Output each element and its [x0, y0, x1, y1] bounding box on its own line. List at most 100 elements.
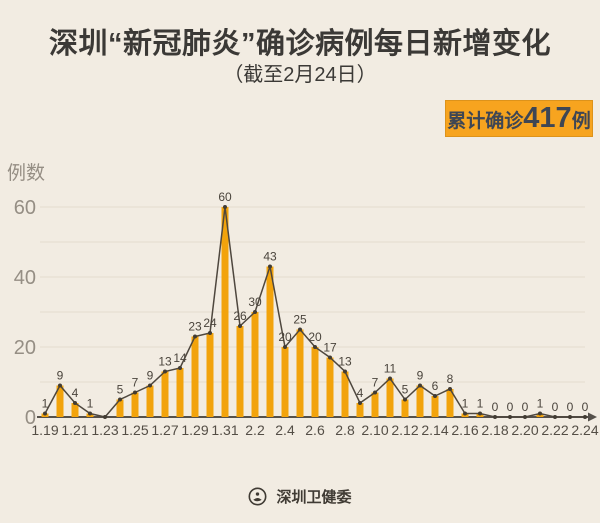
value-label: 0: [552, 400, 559, 414]
value-label: 6: [432, 379, 439, 393]
data-point-2.19: [508, 415, 512, 419]
bar-2.10: [371, 392, 379, 417]
x-tick-label: 2.6: [305, 422, 325, 438]
value-label: 0: [582, 400, 589, 414]
data-point-1.24: [118, 397, 122, 402]
y-tick-label: 0: [25, 407, 36, 429]
data-point-1.20: [58, 383, 62, 388]
bar-1.21: [71, 403, 79, 417]
y-tick-label: 60: [14, 197, 36, 219]
value-label: 0: [507, 400, 514, 414]
data-point-2.9: [358, 401, 362, 405]
bar-2.4: [281, 347, 289, 417]
data-point-1.22: [88, 411, 92, 416]
data-point-2.17: [478, 411, 482, 416]
data-point-1.23: [103, 415, 107, 419]
bar-2.1: [236, 326, 244, 417]
x-tick-label: 2.24: [571, 422, 598, 438]
y-tick-label: 40: [14, 267, 36, 289]
value-label: 13: [338, 355, 352, 369]
value-label: 9: [417, 369, 424, 383]
value-label: 30: [248, 295, 262, 309]
page-title: 深圳“新冠肺炎”确诊病例每日新增变化: [48, 28, 551, 60]
y-tick-label: 20: [14, 337, 36, 359]
data-point-2.6: [313, 345, 317, 349]
bar-1.26: [146, 385, 154, 417]
data-point-1.19: [43, 411, 47, 416]
bar-2.6: [311, 347, 319, 417]
health-commission-seal-icon: [249, 487, 267, 506]
badge-suffix-label: 例: [571, 111, 591, 132]
x-tick-label: 1.29: [181, 422, 208, 438]
value-label: 0: [522, 400, 529, 414]
value-label: 7: [132, 376, 139, 390]
badge-total-value: 417: [523, 102, 572, 134]
bar-2.5: [296, 329, 304, 417]
value-label: 11: [384, 362, 397, 376]
x-tick-label: 2.10: [361, 422, 388, 438]
footer-org-name: 深圳卫健委: [276, 489, 352, 506]
value-label: 0: [492, 400, 499, 414]
data-point-2.15: [448, 387, 452, 391]
x-tick-label: 2.8: [335, 422, 355, 438]
value-label: 4: [72, 386, 79, 400]
bar-2.3: [266, 266, 274, 417]
bar-2.13: [416, 385, 424, 417]
data-point-2.18: [493, 415, 497, 419]
value-label: 9: [147, 369, 154, 383]
x-tick-label: 2.4: [275, 422, 295, 438]
bar-1.24: [116, 399, 124, 417]
value-label: 0: [567, 400, 574, 414]
y-axis-title: 例数: [7, 163, 46, 184]
x-tick-label: 2.14: [421, 422, 448, 438]
bar-2.9: [356, 403, 364, 417]
value-label: 14: [173, 351, 187, 365]
data-point-2.12: [403, 397, 407, 402]
data-point-2.1: [238, 324, 242, 328]
x-tick-label: 1.19: [31, 422, 58, 438]
value-label: 1: [477, 397, 484, 411]
data-point-2.2: [253, 310, 257, 314]
x-axis-arrow: [588, 412, 597, 422]
data-point-2.8: [343, 369, 347, 374]
value-label: 1: [537, 397, 544, 411]
data-point-2.21: [538, 411, 542, 416]
data-point-1.29: [193, 334, 197, 339]
bar-2.8: [341, 371, 349, 417]
bar-2.15: [446, 389, 454, 417]
x-tick-label: 1.23: [91, 422, 118, 438]
data-point-1.21: [73, 401, 77, 405]
bar-2.7: [326, 357, 334, 417]
value-label: 1: [42, 397, 49, 411]
value-label: 8: [447, 372, 454, 386]
data-point-1.31: [223, 205, 227, 209]
value-label: 1: [462, 397, 469, 411]
value-label: 1: [87, 397, 94, 411]
data-point-1.25: [133, 390, 137, 395]
data-point-2.5: [298, 327, 302, 332]
value-label: 25: [293, 313, 307, 327]
bar-1.27: [161, 371, 169, 417]
value-label: 43: [263, 250, 277, 264]
x-tick-label: 1.31: [211, 422, 238, 438]
data-point-2.3: [268, 264, 272, 269]
value-label: 17: [323, 341, 337, 355]
bar-1.31: [221, 207, 229, 417]
x-tick-label: 1.27: [151, 422, 178, 438]
x-tick-label: 1.25: [121, 422, 148, 438]
page-subtitle: （截至2月24日）: [223, 64, 377, 86]
bar-1.20: [56, 385, 64, 417]
value-label: 9: [57, 369, 64, 383]
x-tick-label: 2.16: [451, 422, 478, 438]
bar-1.25: [131, 392, 139, 417]
bar-1.30: [206, 333, 214, 417]
data-point-1.26: [148, 383, 152, 388]
badge-prefix-label: 累计确诊: [447, 111, 524, 132]
bar-2.11: [386, 378, 394, 417]
cumulative-total-badge: 累计确诊417例: [445, 100, 593, 137]
value-label: 24: [203, 316, 217, 330]
bar-2.12: [401, 399, 409, 417]
data-point-2.23: [568, 415, 572, 419]
data-point-2.10: [373, 390, 377, 395]
